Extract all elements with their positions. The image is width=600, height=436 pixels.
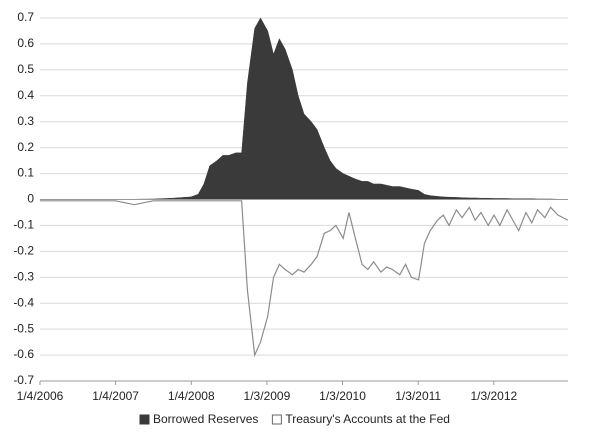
y-tick-label: -0.3 xyxy=(13,269,34,283)
legend-label: Borrowed Reserves xyxy=(153,412,258,426)
y-tick-label: -0.6 xyxy=(13,347,34,361)
x-tick-label: 1/3/2009 xyxy=(244,389,291,403)
legend-swatch xyxy=(271,414,282,425)
x-tick-label: 1/3/2010 xyxy=(319,389,366,403)
legend-swatch xyxy=(139,414,150,425)
y-tick-label: -0.4 xyxy=(13,295,34,309)
y-tick-label: 0 xyxy=(27,192,34,206)
legend-label: Treasury's Accounts at the Fed xyxy=(285,412,450,426)
line xyxy=(40,200,569,358)
y-tick-label: -0.1 xyxy=(13,218,34,232)
x-tick-label: 1/4/2006 xyxy=(17,389,64,403)
x-tick-label: 1/3/2012 xyxy=(470,389,517,403)
y-tick-label: 0.7 xyxy=(17,10,34,24)
x-tick-label: 1/4/2007 xyxy=(92,389,139,403)
y-tick-label: 0.5 xyxy=(17,62,34,76)
y-tick-label: -0.5 xyxy=(13,321,34,335)
y-tick-label: -0.2 xyxy=(13,244,34,258)
x-tick-label: 1/4/2008 xyxy=(168,389,215,403)
y-tick-label: 0.2 xyxy=(17,140,34,154)
y-tick-label: 0.4 xyxy=(17,88,34,102)
y-tick-label: 0.6 xyxy=(17,36,34,50)
y-tick-label: -0.7 xyxy=(13,373,34,387)
y-tick-label: 0.1 xyxy=(17,166,34,180)
area xyxy=(39,17,569,200)
x-tick-label: 1/3/2011 xyxy=(395,389,441,403)
y-tick-label: 0.3 xyxy=(17,114,34,128)
